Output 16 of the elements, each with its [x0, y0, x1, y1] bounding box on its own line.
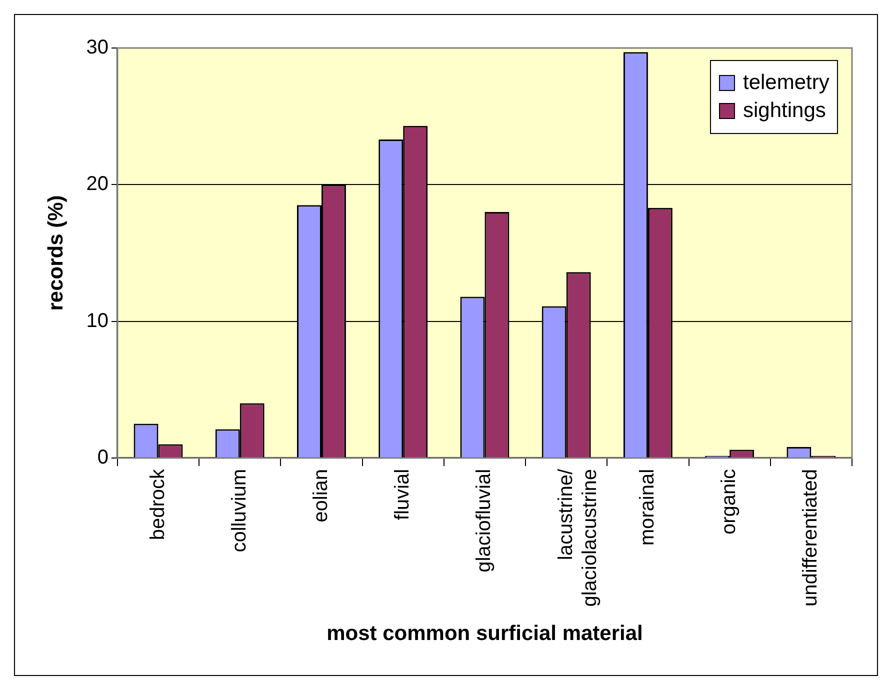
x-tick-label: morainal: [636, 468, 658, 546]
x-tick-label: organic: [718, 468, 740, 535]
x-tick-label: glaciofluvial: [473, 468, 496, 572]
x-tick-label: eolian: [310, 468, 332, 522]
y-tick-label: 20: [86, 173, 108, 196]
legend-label: sightings: [743, 99, 826, 123]
x-tick-label: fluvial: [392, 468, 414, 520]
x-tick-label: bedrock: [146, 468, 169, 540]
y-tick-label: 30: [86, 36, 108, 59]
y-axis-title: records (%): [44, 195, 68, 311]
legend-label: telemetry: [743, 71, 830, 95]
x-tick-label: undifferentiated: [800, 468, 822, 606]
y-tick-label: 10: [86, 310, 108, 332]
x-tick-label: colluvium: [228, 468, 250, 552]
x-axis-title: most common surficial material: [326, 622, 643, 646]
y-tick-label: 0: [97, 446, 108, 468]
